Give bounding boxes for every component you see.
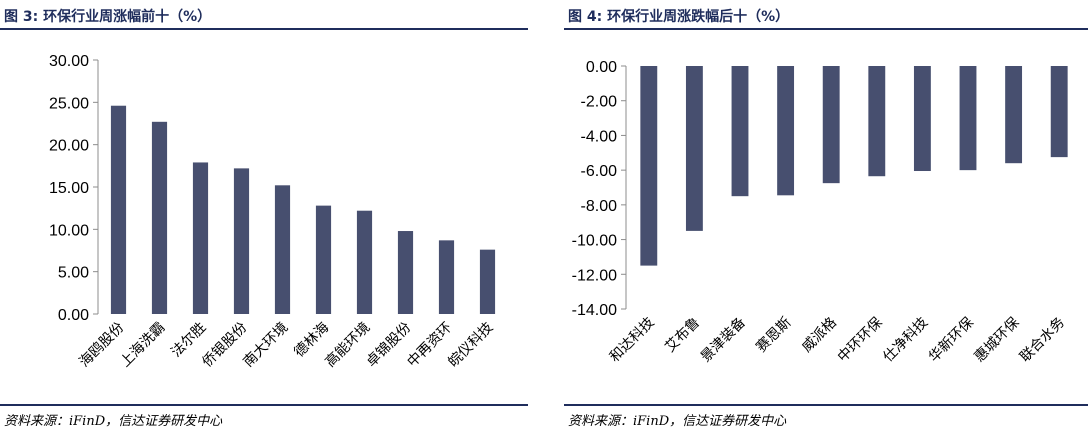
source-note: 资料来源：iFinD，信达证券研发中心 [4,414,223,429]
bar [913,66,931,172]
y-tick-label: 0.00 [586,59,617,76]
bar [822,66,840,184]
y-tick-label: 5.00 [58,265,89,282]
bar-chart-losers: 0.00 -2.00 -4.00 -6.00 -8.00 -10.00 -12.00 -14.… [572,59,1068,366]
category-label: 南大环境 [240,320,291,371]
bar [959,66,977,171]
title-rule [564,28,1088,30]
title-rule [0,28,528,30]
bar [1005,66,1023,164]
bar [151,121,168,314]
bar [356,210,373,314]
bar [777,66,795,196]
category-label: 中环环保 [835,315,886,366]
bar [397,231,414,314]
category-label: 海鸥股份 [76,319,128,371]
source-rule [564,404,1088,406]
figure-title: 图 3: 环保行业周涨幅前十（%） [4,9,212,25]
figure-title: 图 4: 环保行业周涨跌幅后十（%） [568,9,790,25]
bar [315,205,332,314]
bar [233,168,250,314]
y-tick-label: 15.00 [49,180,89,197]
bar [685,66,703,231]
y-tick-label: -4.00 [581,128,618,145]
bar [110,105,127,314]
y-tick-label: 30.00 [49,53,89,70]
bar [1050,66,1068,158]
y-tick-label: -2.00 [581,94,618,111]
y-tick-label: 10.00 [49,222,89,239]
chart-panel-top-losers: 图 4: 环保行业周涨跌幅后十（%） 0.00 -2.00 -4.00 -6.00 -8… [564,0,1088,434]
category-label: 皖仪科技 [445,320,496,371]
category-label: 威派格 [799,315,840,356]
category-label: 联合水务 [1017,315,1068,366]
bar-chart-gainers: 30.00 25.00 20.00 15.00 10.00 5.00 0.00海鸥股份上海洗… [49,53,496,371]
y-tick-label: -8.00 [581,198,618,215]
category-label: 高能环境 [322,319,374,371]
y-tick-label: -14.00 [572,302,617,319]
y-tick-label: -10.00 [572,233,617,250]
category-label: 华新环保 [926,315,977,366]
bar [274,185,291,314]
bar [438,240,455,314]
category-label: 卓锦股份 [363,319,415,371]
bar [192,162,209,314]
bar [479,249,496,314]
y-tick-label: 25.00 [49,95,89,112]
y-tick-label: 0.00 [58,307,89,324]
bar [731,66,749,197]
chart-panel-top-gainers: 图 3: 环保行业周涨幅前十（%） 30.00 25.00 20.00 15.00 10… [0,0,528,434]
y-tick-label: -12.00 [572,267,617,284]
category-label: 艾布鲁 [662,315,703,356]
bar [640,66,658,266]
category-label: 和达科技 [607,315,658,366]
category-label: 惠城环保 [972,315,1023,366]
category-label: 侨银股份 [199,320,250,371]
category-label: 仕净科技 [880,315,931,366]
category-label: 赛恩斯 [753,315,794,356]
category-label: 上海洗霸 [117,320,168,371]
category-label: 中再资环 [404,320,455,371]
category-label: 景津装备 [697,314,749,366]
source-note: 资料来源：iFinD，信达证券研发中心 [568,414,787,429]
bar [868,66,886,177]
source-rule [0,404,528,406]
y-tick-label: 20.00 [49,138,89,155]
y-tick-label: -6.00 [581,163,618,180]
